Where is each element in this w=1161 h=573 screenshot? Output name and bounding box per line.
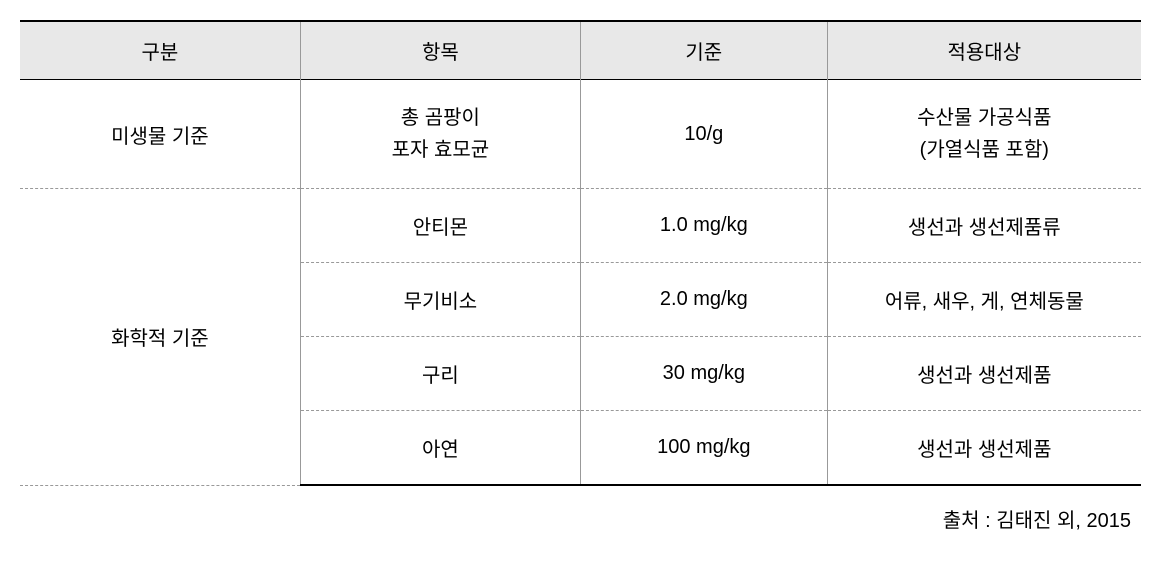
table-row: 화학적 기준 안티몬 1.0 mg/kg 생선과 생선제품류 [20,189,1141,263]
table-container: 구분 항목 기준 적용대상 미생물 기준 총 곰팡이 포자 효모균 10/g 수… [20,20,1141,533]
table-header-row: 구분 항목 기준 적용대상 [20,21,1141,80]
source-text: 출처 : 김태진 외, 2015 [20,486,1141,533]
header-standard: 기준 [581,21,828,80]
cell-item: 무기비소 [300,263,580,337]
cell-standard: 100 mg/kg [581,411,828,486]
cell-item-line2: 포자 효모균 [392,139,490,161]
cell-target: 생선과 생선제품류 [827,189,1141,263]
cell-category: 미생물 기준 [20,80,300,189]
header-category: 구분 [20,21,300,80]
cell-standard: 1.0 mg/kg [581,189,828,263]
cell-target: 생선과 생선제품 [827,411,1141,486]
cell-standard: 10/g [581,80,828,189]
table-row: 미생물 기준 총 곰팡이 포자 효모균 10/g 수산물 가공식품 (가열식품 … [20,80,1141,189]
header-item: 항목 [300,21,580,80]
cell-standard: 30 mg/kg [581,337,828,411]
cell-category: 화학적 기준 [20,189,300,486]
cell-item: 구리 [300,337,580,411]
header-target: 적용대상 [827,21,1141,80]
cell-item-line1: 총 곰팡이 [401,107,480,129]
cell-target-line2: (가열식품 포함) [920,139,1049,161]
cell-item: 총 곰팡이 포자 효모균 [300,80,580,189]
cell-item: 안티몬 [300,189,580,263]
cell-item: 아연 [300,411,580,486]
cell-target: 수산물 가공식품 (가열식품 포함) [827,80,1141,189]
standards-table: 구분 항목 기준 적용대상 미생물 기준 총 곰팡이 포자 효모균 10/g 수… [20,20,1141,486]
cell-target-line1: 수산물 가공식품 [917,107,1051,129]
cell-target: 생선과 생선제품 [827,337,1141,411]
cell-target: 어류, 새우, 게, 연체동물 [827,263,1141,337]
cell-standard: 2.0 mg/kg [581,263,828,337]
